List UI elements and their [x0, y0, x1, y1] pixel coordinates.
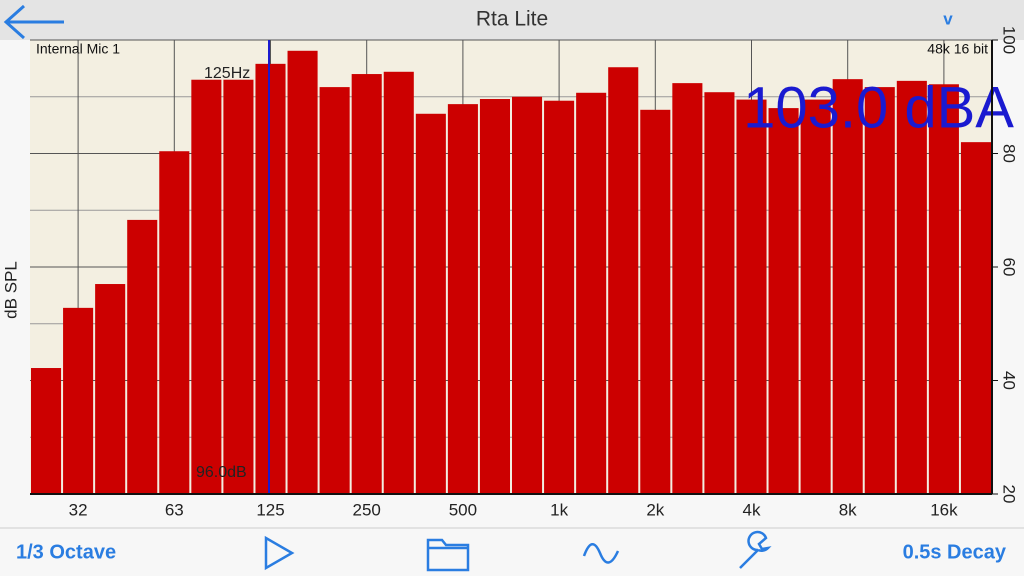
bar [383, 71, 414, 494]
nav-bar [0, 0, 1024, 40]
bar [640, 109, 671, 495]
bar [127, 219, 158, 494]
x-tick-label: 125 [256, 500, 284, 519]
bar [800, 99, 831, 495]
bar [31, 368, 62, 494]
bar [63, 307, 94, 494]
x-tick-label: 63 [165, 500, 184, 519]
bar [415, 113, 446, 495]
bar [928, 84, 959, 494]
bar [576, 92, 607, 494]
bar [223, 79, 254, 494]
bar [95, 284, 126, 494]
bar [287, 50, 318, 494]
bar [832, 79, 863, 494]
x-tick-label: 1k [550, 500, 568, 519]
play-button[interactable] [264, 535, 295, 571]
x-tick-label: 2k [646, 500, 664, 519]
cursor-level: 96.0dB [196, 464, 247, 481]
bar [960, 142, 991, 494]
x-tick-label: 8k [839, 500, 857, 519]
y-tick-label: 60 [1000, 258, 1019, 277]
decay-button[interactable]: 0.5s Decay [903, 541, 1007, 563]
back-button[interactable] [3, 4, 64, 40]
bar [479, 99, 510, 495]
x-tick-label: 32 [69, 500, 88, 519]
y-tick-label: 40 [1000, 371, 1019, 390]
bar [608, 67, 639, 495]
bar [159, 151, 190, 495]
bar [864, 87, 895, 494]
bar [768, 108, 799, 494]
x-tick-label: 4k [743, 500, 761, 519]
toolbar [0, 528, 1024, 576]
bar [351, 74, 382, 495]
bar [512, 96, 543, 494]
level-readout: 103.0 dBA [743, 75, 1014, 140]
bandwidth-button[interactable]: 1/3 Octave [16, 541, 116, 563]
y-tick-label: 80 [1000, 144, 1019, 163]
bar [736, 99, 767, 495]
bar [544, 100, 575, 494]
bar [896, 80, 927, 495]
bar [672, 83, 703, 494]
folder-button[interactable] [426, 538, 470, 572]
bar [704, 92, 735, 495]
y-tick-label: 20 [1000, 485, 1019, 504]
bar [255, 63, 286, 495]
x-tick-label: 500 [449, 500, 477, 519]
settings-button[interactable] [739, 530, 772, 569]
menu-toggle[interactable]: v [943, 9, 953, 28]
bar [191, 79, 222, 494]
app-title: Rta Lite [476, 8, 548, 31]
x-tick-label: 250 [353, 500, 381, 519]
filter-button[interactable] [582, 543, 620, 564]
y-axis-title: dB SPL [1, 261, 20, 319]
bar [447, 104, 478, 494]
y-tick-label: 100 [1000, 26, 1019, 54]
format-label: 48k 16 bit [927, 41, 988, 57]
input-label: Internal Mic 1 [36, 41, 120, 57]
bar [319, 87, 350, 494]
cursor-frequency: 125Hz [204, 65, 250, 82]
x-tick-label: 16k [930, 500, 958, 519]
